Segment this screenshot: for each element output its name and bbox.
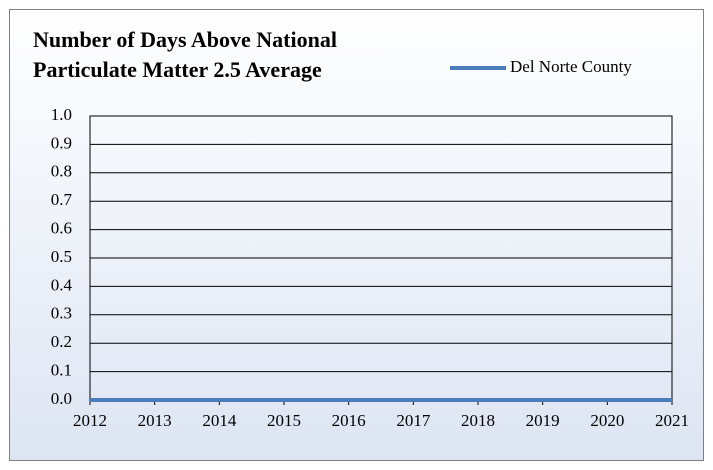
x-tick-label: 2013 bbox=[138, 411, 172, 430]
x-tick-label: 2021 bbox=[655, 411, 689, 430]
y-tick-label: 0.5 bbox=[51, 247, 72, 266]
y-tick-label: 0.9 bbox=[51, 133, 72, 152]
y-tick-label: 0.6 bbox=[51, 219, 72, 238]
x-tick-label: 2016 bbox=[332, 411, 366, 430]
y-tick-label: 0.4 bbox=[51, 275, 73, 294]
y-tick-label: 0.1 bbox=[51, 361, 72, 380]
x-tick-label: 2018 bbox=[461, 411, 495, 430]
x-tick-label: 2014 bbox=[202, 411, 237, 430]
chart-title: Number of Days Above National bbox=[33, 27, 337, 52]
x-tick-label: 2012 bbox=[73, 411, 107, 430]
y-tick-label: 0.8 bbox=[51, 162, 72, 181]
y-tick-label: 0.0 bbox=[51, 389, 72, 408]
y-tick-label: 0.2 bbox=[51, 332, 72, 351]
y-tick-label: 0.3 bbox=[51, 304, 72, 323]
x-tick-label: 2015 bbox=[267, 411, 301, 430]
x-tick-label: 2019 bbox=[526, 411, 560, 430]
y-tick-label: 1.0 bbox=[51, 105, 72, 124]
x-tick-label: 2020 bbox=[590, 411, 624, 430]
y-tick-label: 0.7 bbox=[51, 190, 73, 209]
chart-title: Particulate Matter 2.5 Average bbox=[33, 57, 322, 82]
chart-frame bbox=[9, 9, 704, 461]
x-tick-label: 2017 bbox=[396, 411, 431, 430]
legend-label: Del Norte County bbox=[510, 57, 632, 76]
